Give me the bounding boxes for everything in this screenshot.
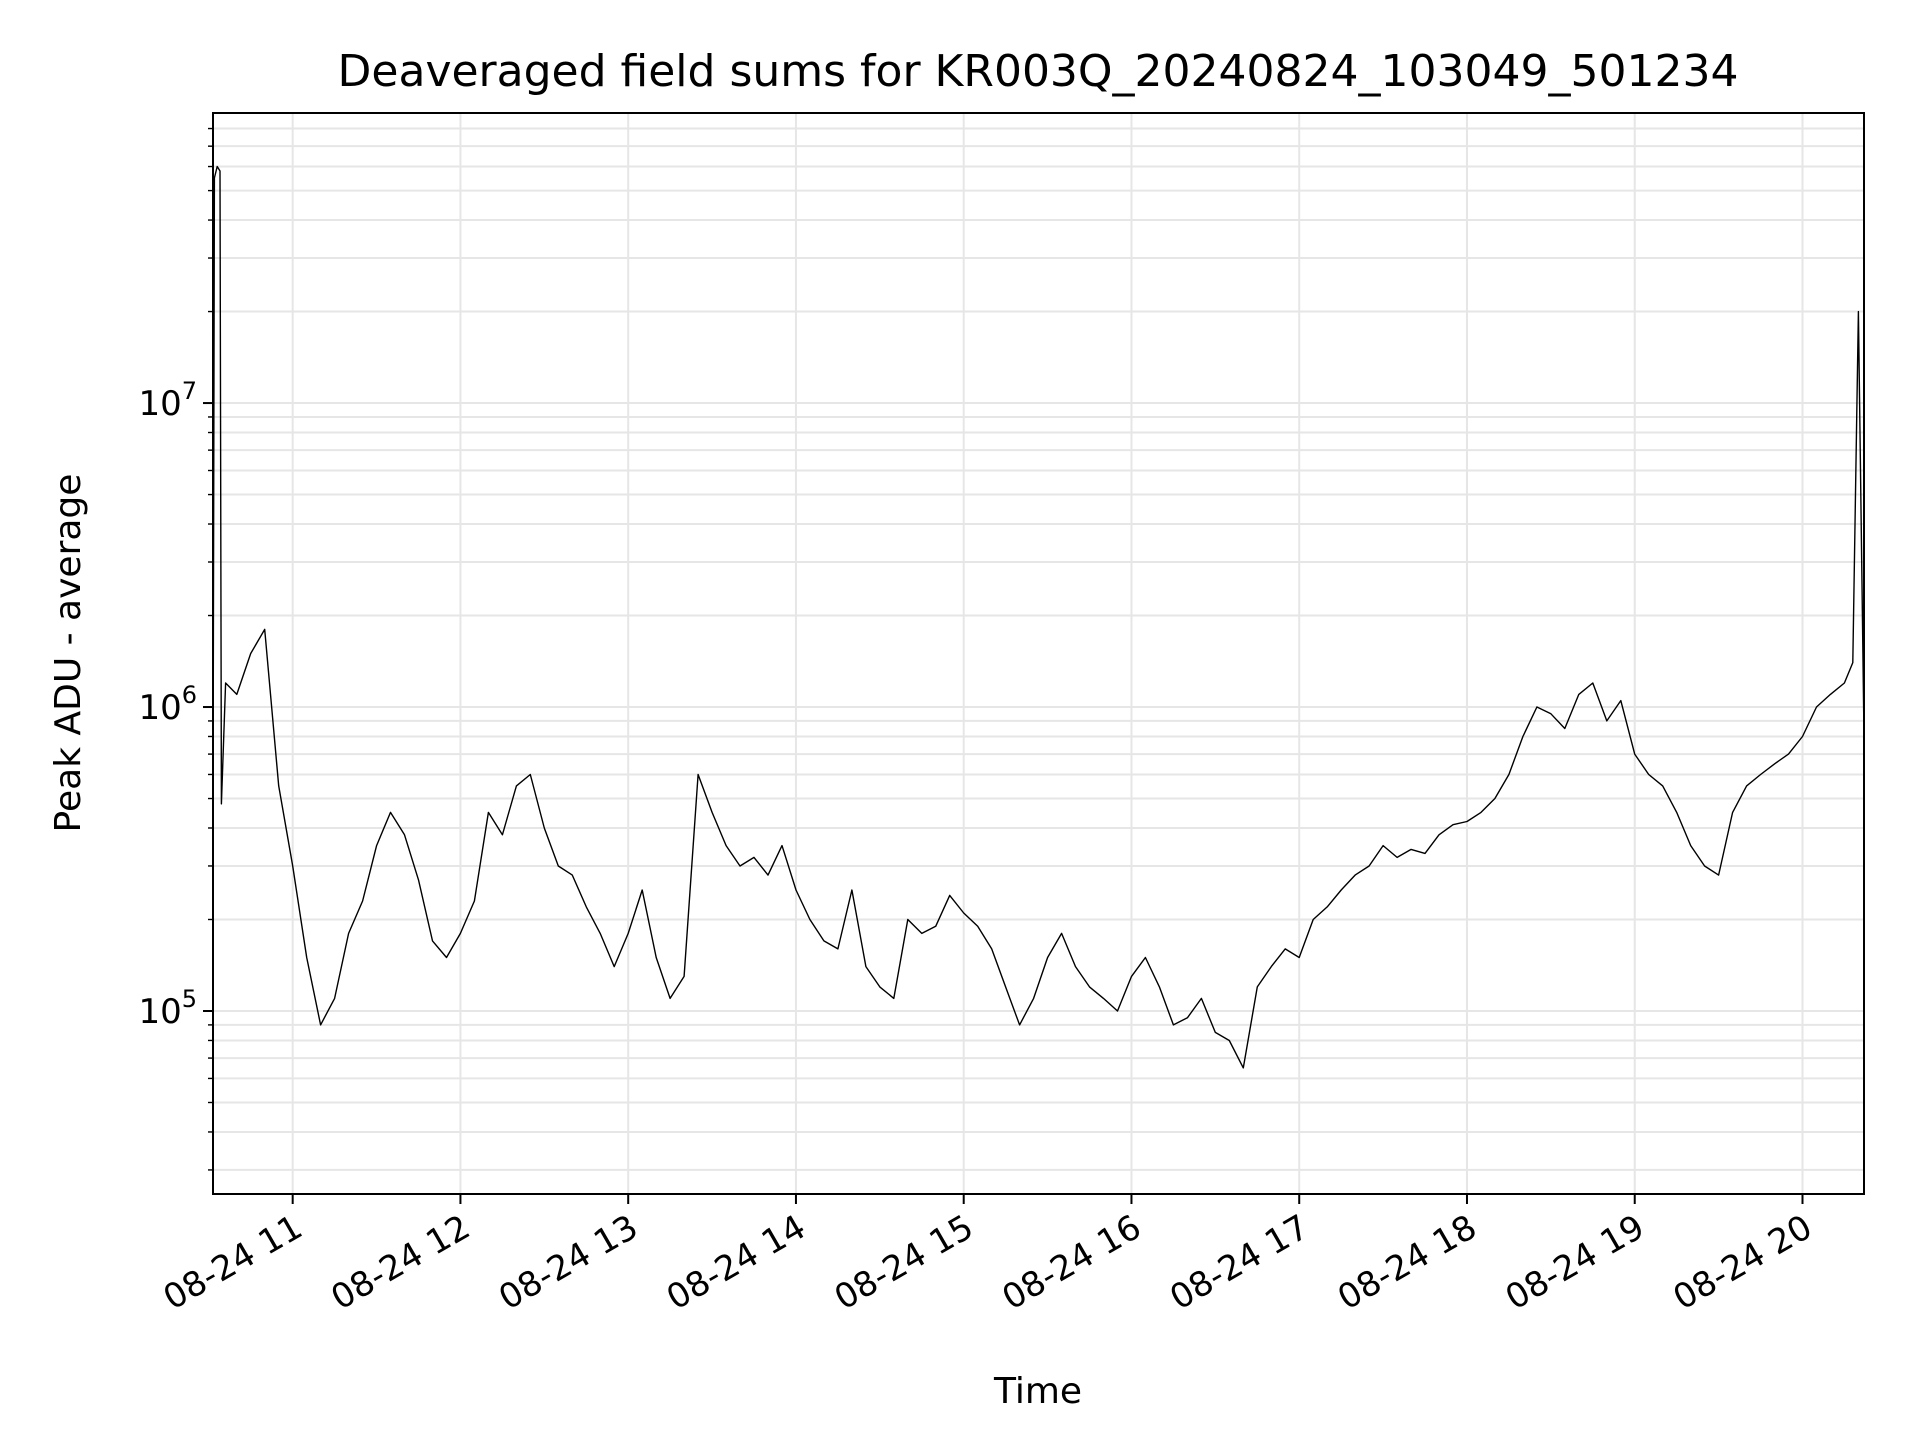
x-tick-label: 08-24 18: [1331, 1207, 1483, 1318]
minor-gridlines: [213, 127, 1864, 1171]
x-tick-label: 08-24 19: [1499, 1207, 1651, 1318]
major-gridlines: [213, 113, 1864, 1194]
x-tick-label: 08-24 15: [828, 1207, 980, 1318]
plot-frame: [212, 112, 1865, 1195]
x-tick-label: 08-24 20: [1667, 1207, 1819, 1318]
chart-title: Deaveraged field sums for KR003Q_2024082…: [338, 46, 1739, 97]
x-tick-label: 08-24 12: [325, 1207, 477, 1318]
y-tick-label: 106: [138, 681, 197, 728]
x-tick-label: 08-24 17: [1163, 1207, 1315, 1318]
x-axis: 08-24 11 08-24 12 08-24 13 08-24 14 08-24 15…: [157, 1194, 1819, 1318]
series-line: [212, 165, 1865, 1069]
x-tick-label: 08-24 14: [660, 1207, 812, 1318]
plot-area: [212, 112, 1865, 1195]
x-axis-label: Time: [993, 1371, 1082, 1412]
y-axis: 105 106 107: [138, 127, 213, 1171]
x-tick-label: 08-24 16: [996, 1207, 1148, 1318]
y-tick-label: 107: [138, 377, 197, 424]
x-tick-label: 08-24 11: [157, 1207, 309, 1318]
y-axis-label: Peak ADU - average: [48, 474, 89, 833]
y-tick-label: 105: [138, 985, 197, 1032]
x-tick-label: 08-24 13: [492, 1207, 644, 1318]
